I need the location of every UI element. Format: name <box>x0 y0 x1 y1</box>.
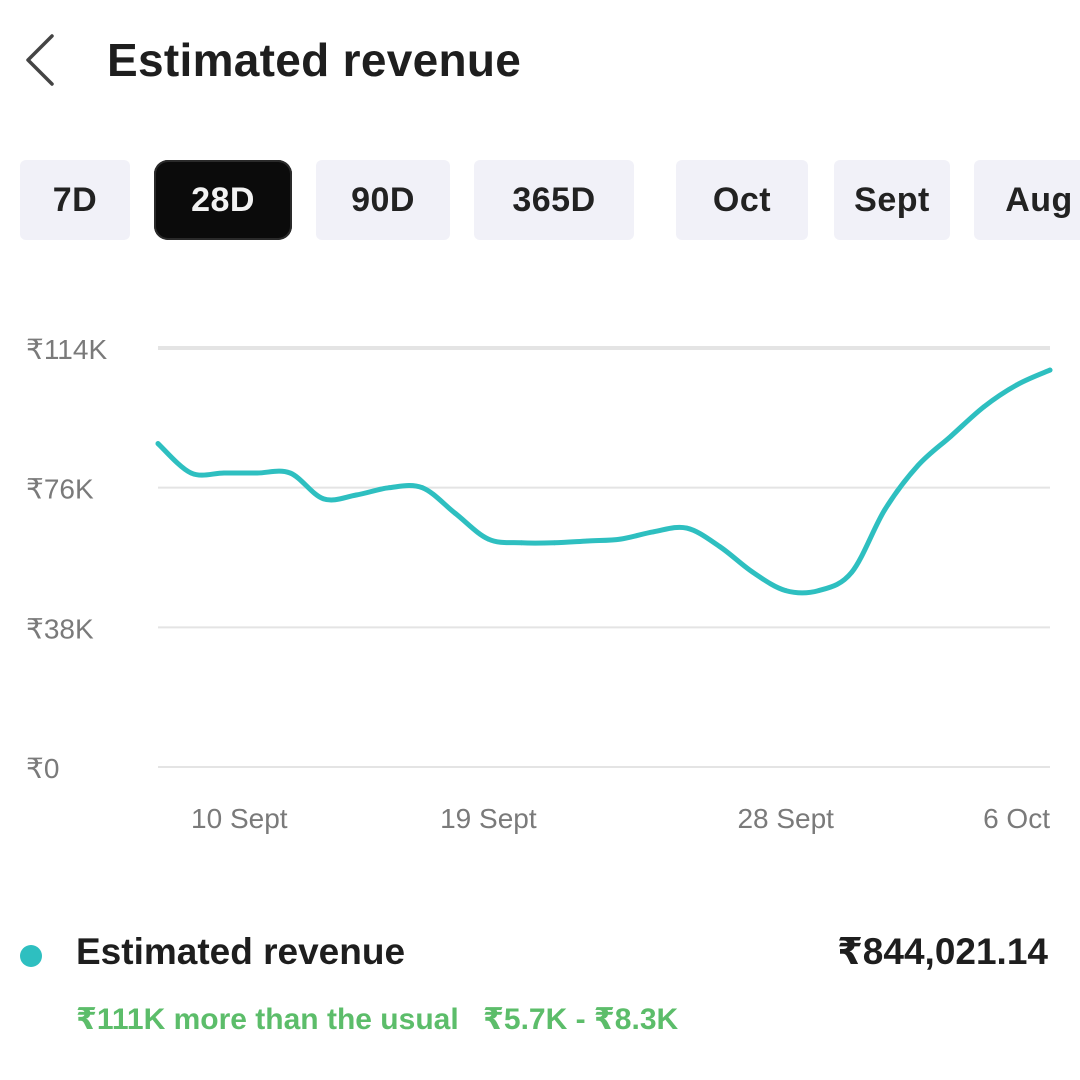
page-title: Estimated revenue <box>107 34 522 86</box>
data-point <box>1014 382 1020 388</box>
back-button[interactable] <box>20 30 64 90</box>
data-point <box>287 470 293 476</box>
data-point <box>254 470 260 476</box>
range-chip-28d[interactable]: 28D <box>154 160 292 240</box>
y-tick-label: ₹0 <box>26 753 59 784</box>
chart-series <box>155 367 1053 596</box>
summary-note-main: ₹111K more than the usual <box>76 1003 459 1036</box>
data-point <box>353 492 359 498</box>
y-axis-ticks: ₹0 ₹38K ₹76K ₹114K <box>26 334 107 784</box>
legend-dot <box>20 945 42 967</box>
summary-note: ₹111K more than the usual ₹5.7K - ₹8.3K <box>76 1000 678 1040</box>
range-selector: 7D 28D 90D 365D Oct Sept Aug <box>0 160 1080 242</box>
data-point <box>485 536 491 542</box>
data-point <box>882 507 888 513</box>
data-point <box>948 433 954 439</box>
header: Estimated revenue <box>0 0 1080 120</box>
summary-label: Estimated revenue <box>76 931 406 972</box>
x-tick-label: 19 Sept <box>440 803 537 834</box>
summary-panel: Estimated revenue ₹844,021.14 ₹111K more… <box>0 905 1080 1055</box>
data-point <box>783 588 789 593</box>
range-chip-sept[interactable]: Sept <box>834 160 950 240</box>
data-point <box>585 538 590 544</box>
revenue-line-chart: ₹0 ₹38K ₹76K ₹114K 10 Sept 19 Sept 28 Sept 6 O… <box>26 334 1053 834</box>
y-tick-label: ₹114K <box>26 334 107 365</box>
data-point <box>816 588 822 593</box>
range-chip-oct[interactable]: Oct <box>676 160 808 240</box>
summary-note-range: ₹5.7K - ₹8.3K <box>483 1003 679 1036</box>
data-point <box>188 470 194 476</box>
data-point <box>552 540 557 546</box>
x-tick-label: 6 Oct <box>983 803 1050 834</box>
data-point <box>419 485 425 491</box>
x-tick-label: 10 Sept <box>191 803 288 834</box>
data-point <box>915 463 921 469</box>
data-point <box>849 569 855 575</box>
range-chip-aug[interactable]: Aug <box>974 160 1080 240</box>
data-point <box>386 485 392 491</box>
data-point <box>452 510 458 516</box>
data-point <box>750 569 756 575</box>
y-tick-label: ₹38K <box>26 613 94 644</box>
data-point <box>651 529 656 535</box>
chart-grid <box>158 346 1050 768</box>
data-point <box>221 470 227 476</box>
revenue-series-line <box>155 367 1053 596</box>
x-axis-ticks: 10 Sept 19 Sept 28 Sept 6 Oct <box>191 803 1050 834</box>
range-chip-90d[interactable]: 90D <box>316 160 450 240</box>
data-point <box>618 536 623 542</box>
range-chip-365d[interactable]: 365D <box>474 160 634 240</box>
data-point <box>1047 367 1053 373</box>
data-point <box>684 525 689 531</box>
summary-value: ₹844,021.14 <box>837 931 1048 972</box>
data-point <box>519 540 524 546</box>
x-tick-label: 28 Sept <box>737 803 834 834</box>
y-tick-label: ₹76K <box>26 474 94 505</box>
data-point <box>981 404 987 410</box>
data-point <box>320 496 326 502</box>
data-point <box>717 544 723 549</box>
data-point <box>155 441 161 446</box>
chevron-left-icon <box>26 34 54 86</box>
range-chip-7d[interactable]: 7D <box>20 160 130 240</box>
